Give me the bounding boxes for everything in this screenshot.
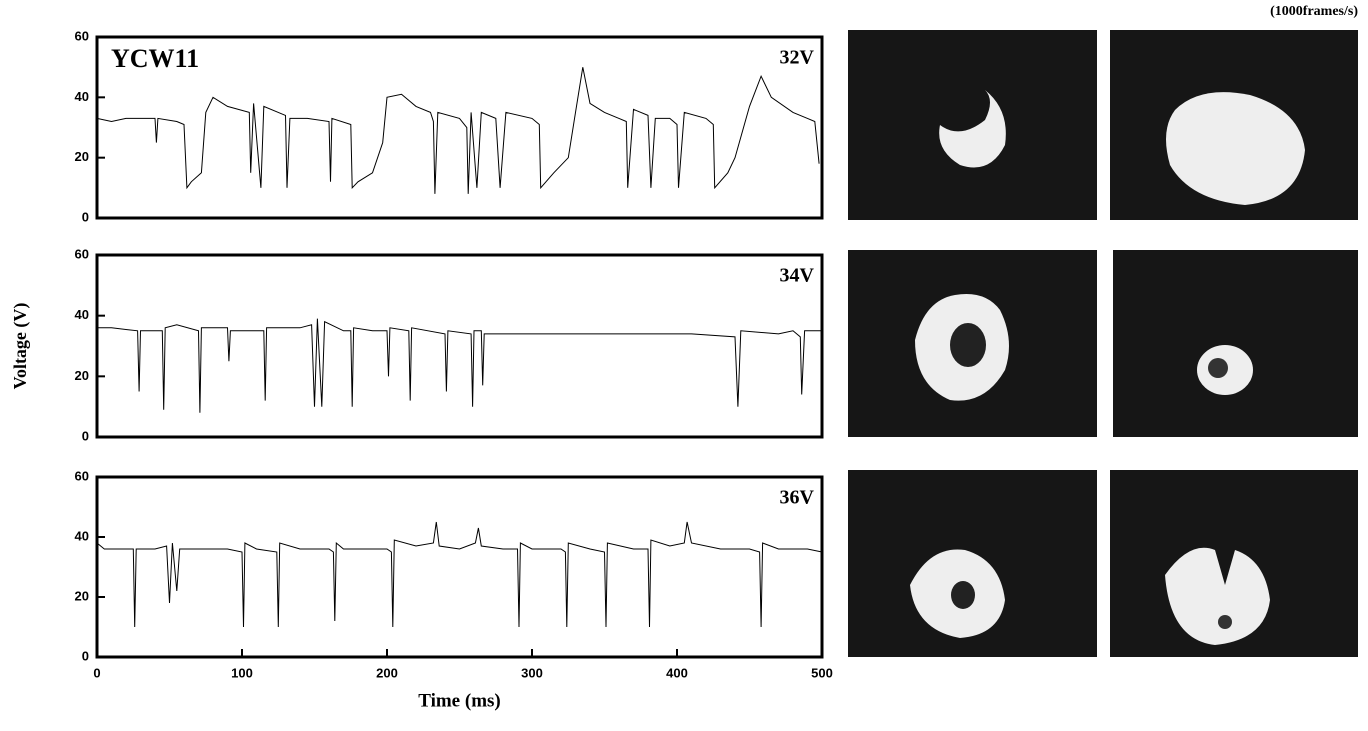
plot-frame [95, 253, 824, 439]
arc-blob [1166, 92, 1305, 205]
arc-blob [1165, 547, 1270, 645]
frame-rate-note: (1000frames/s) [1270, 4, 1358, 19]
plot-frame [95, 35, 824, 220]
plot-frame [95, 475, 824, 659]
voltage-setting: 32V [780, 47, 815, 69]
y-tick-label: 20 [75, 368, 89, 383]
voltage-trace [96, 521, 823, 628]
arc-blob [939, 90, 1006, 168]
y-tick-label: 40 [75, 89, 89, 104]
voltage-setting: 34V [780, 265, 815, 287]
voltage-setting: 36V [780, 487, 815, 509]
y-tick-label: 60 [75, 468, 89, 483]
blob-hole [1218, 615, 1232, 629]
x-tick-label: 500 [811, 665, 833, 680]
y-tick-label: 0 [82, 648, 89, 663]
blob-hole [950, 323, 986, 367]
y-tick-label: 60 [75, 246, 89, 261]
photos [848, 30, 1358, 657]
x-tick-label: 300 [521, 665, 543, 680]
x-tick-label: 200 [376, 665, 398, 680]
photo [1113, 250, 1358, 437]
y-tick-label: 60 [75, 28, 89, 43]
x-tick-label: 0 [93, 665, 100, 680]
x-tick-label: 100 [231, 665, 253, 680]
blob-hole [1208, 358, 1228, 378]
x-tick-label: 400 [666, 665, 688, 680]
voltage-trace [97, 318, 822, 413]
y-tick-label: 0 [82, 209, 89, 224]
voltage-trace [96, 67, 820, 194]
sample-label: YCW11 [111, 44, 199, 73]
blob-hole [951, 581, 975, 609]
y-axis-title: Voltage (V) [10, 303, 31, 390]
y-tick-label: 40 [75, 528, 89, 543]
y-tick-label: 40 [75, 307, 89, 322]
y-tick-label: 20 [75, 588, 89, 603]
y-tick-label: 0 [82, 428, 89, 443]
y-tick-label: 20 [75, 149, 89, 164]
photo [848, 30, 1097, 220]
x-axis-title: Time (ms) [418, 690, 501, 711]
